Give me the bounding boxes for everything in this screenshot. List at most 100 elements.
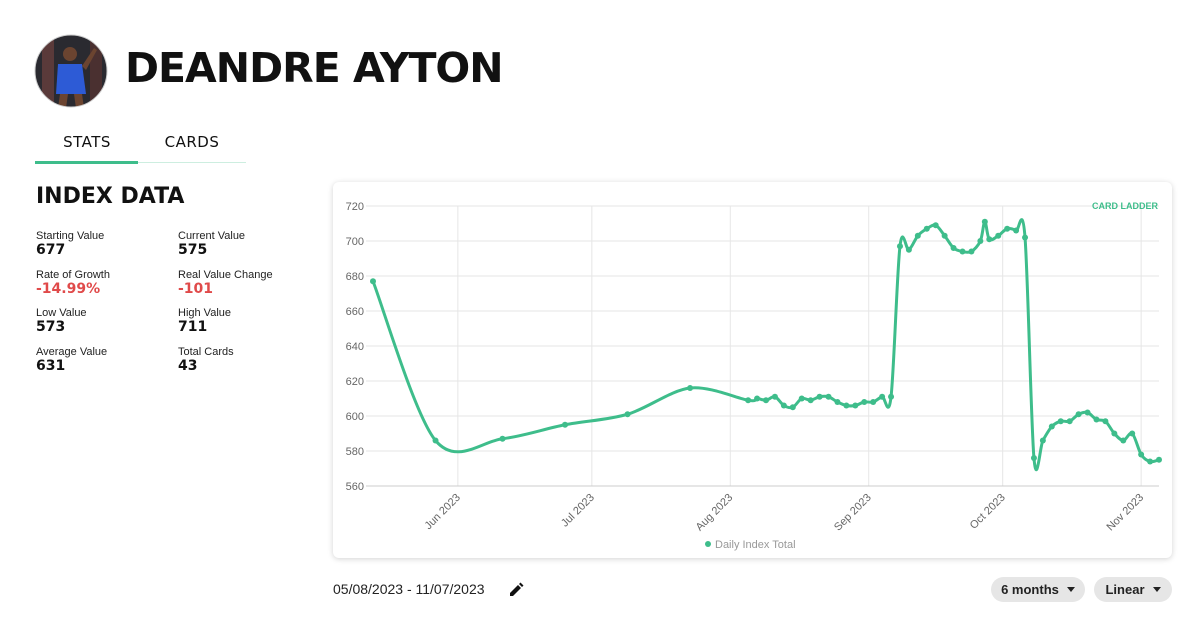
stat: Current Value 575 [178,230,318,258]
y-tick-label: 640 [346,341,364,353]
y-tick-label: 620 [346,376,364,388]
y-tick-label: 600 [346,411,364,423]
stat-label: High Value [178,307,231,319]
stat: Rate of Growth -14.99% [36,269,176,297]
data-point [923,225,930,232]
period-label: 6 months [1001,582,1059,597]
stat: Real Value Change -101 [178,269,318,297]
data-point [1120,437,1127,444]
stat-label: Total Cards [178,345,234,358]
stat-value: 677 [36,242,66,258]
x-tick-label: Jun 2023 [422,492,462,532]
y-tick-label: 580 [346,446,364,458]
date-range: 05/08/2023 - 11/07/2023 [333,581,485,597]
data-point [1147,458,1154,465]
stat-value: 711 [178,319,208,335]
data-point [1048,423,1055,430]
stat-value: 575 [178,242,208,258]
data-point [1075,411,1082,418]
tab[interactable]: STATS [63,133,111,151]
stat-label: Low Value [36,307,87,319]
y-tick-label: 680 [346,271,364,283]
data-point [1030,455,1037,461]
x-tick-label: Aug 2023 [694,492,736,534]
data-point [771,393,778,400]
data-point [879,393,886,400]
tab-rule [35,162,246,163]
data-point [1004,225,1011,232]
legend-swatch [705,541,711,547]
x-tick-label: Jul 2023 [559,492,597,530]
stat-label: Real Value Change [178,268,273,281]
data-point [977,238,984,244]
y-tick-label: 560 [346,481,364,493]
data-point [834,399,841,405]
stat: Total Cards 43 [178,346,318,374]
stat-label: Average Value [36,345,108,358]
data-point [981,218,988,225]
data-point [986,236,993,243]
chart-card [333,182,1172,558]
scale-dropdown[interactable]: Linear [1094,577,1172,602]
data-point [950,245,957,251]
y-tick-label: 700 [346,236,364,248]
data-point [1084,409,1091,416]
data-point [1102,418,1109,425]
date-range-text: 05/08/2023 - 11/07/2023 [333,581,485,597]
data-point [562,421,569,428]
data-point [914,232,921,239]
data-point [1039,437,1046,444]
stat-label: Current Value [178,230,246,242]
x-tick-label: Nov 2023 [1104,492,1146,534]
data-point [1111,430,1118,437]
stat: High Value 711 [178,307,318,335]
stat-value: 631 [36,357,66,374]
active-tab-indicator [35,161,138,164]
data-point [870,399,877,405]
data-point [1129,430,1136,437]
legend-label: Daily Index Total [715,539,796,551]
data-point [754,395,761,402]
data-point [959,248,966,255]
data-point [825,393,832,400]
period-dropdown[interactable]: 6 months [991,577,1085,602]
data-point [745,397,752,404]
data-point [905,246,912,253]
section-title: INDEX DATA [36,184,185,209]
data-point [1013,227,1020,234]
series-line [371,218,1160,471]
stat-label: Starting Value [36,230,105,242]
data-point [499,435,506,442]
y-tick-label: 720 [346,201,364,213]
stat: Low Value 573 [36,307,176,335]
data-point [763,397,769,404]
data-point [432,437,439,444]
data-point [843,402,850,409]
data-point [798,395,805,402]
edit-icon[interactable] [508,582,524,598]
data-point [861,399,868,405]
y-tick-label: 660 [346,306,364,318]
data-point [968,248,975,255]
data-point [789,404,796,411]
stat-value: -14.99% [36,280,101,297]
data-point [624,411,631,418]
stat-value: 43 [178,357,198,374]
data-point [896,243,903,250]
data-point [888,393,895,400]
avatar [34,34,108,108]
data-point [780,402,787,409]
data-point [687,385,694,391]
stat-label: Rate of Growth [36,268,110,281]
data-point [1138,451,1145,458]
stat-value: 573 [36,319,66,335]
data-point [852,402,859,409]
data-point [941,232,948,239]
stat-value: -101 [178,280,214,297]
data-point [1066,418,1073,425]
x-tick-label: Oct 2023 [968,492,1008,532]
data-point [816,393,823,400]
tab[interactable]: CARDS [164,133,220,151]
